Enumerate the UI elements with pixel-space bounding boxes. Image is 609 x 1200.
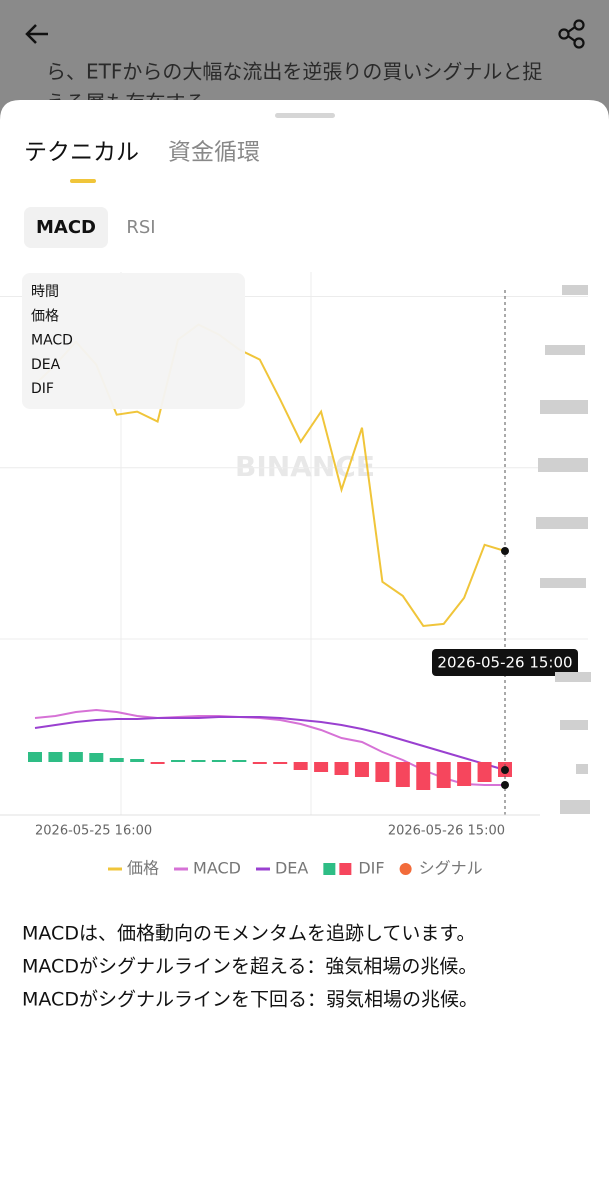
bar: [211, 760, 226, 762]
bar: [436, 762, 451, 788]
legend-swatch: [399, 863, 412, 875]
bar: [130, 759, 145, 762]
tab-indicator: [70, 179, 96, 183]
legend-label: DIF: [358, 859, 384, 878]
drag-handle[interactable]: [275, 113, 335, 118]
bar: [28, 752, 42, 762]
blurred-axis-labels: [536, 285, 591, 814]
bar: [68, 752, 83, 762]
subtab[interactable]: RSI: [126, 217, 155, 238]
tooltip-label: MACD: [31, 333, 73, 349]
bar: [375, 762, 390, 782]
share-button[interactable]: [558, 19, 585, 49]
description-line: MACDは、価格動向のモメンタムを追跡しています。: [22, 923, 476, 945]
bar: [293, 762, 308, 770]
point-marker: [501, 546, 509, 555]
series-line: [34, 716, 506, 771]
watermark: BINANCE: [235, 450, 375, 483]
bar: [48, 752, 63, 762]
description-line: MACDがシグナルラインを超える：強気相場の兆候。: [22, 956, 477, 978]
bar: [477, 762, 492, 782]
tooltip-label: 時間: [31, 284, 59, 300]
bar: [457, 762, 472, 786]
tooltip-label: 価格: [31, 308, 59, 324]
crosshair-label: 2026-05-26 15:00: [437, 654, 572, 672]
tab-active[interactable]: テクニカル: [24, 140, 139, 166]
bar: [171, 760, 186, 762]
bar: [89, 753, 104, 762]
x-tick-label: 2026-05-26 15:00: [388, 824, 505, 839]
bar: [109, 758, 124, 762]
bar: [334, 762, 349, 775]
legend-swatch: [323, 863, 336, 875]
bar: [150, 762, 165, 764]
legend-label: MACD: [193, 859, 241, 878]
bar: [416, 762, 431, 790]
point-marker: [501, 766, 509, 774]
legend-label: 価格: [127, 859, 159, 878]
crosshair-badge: [432, 649, 578, 676]
description-line: MACDがシグナルラインを下回る：弱気相場の兆候。: [22, 989, 478, 1011]
bar: [395, 762, 410, 787]
bar: [252, 762, 267, 764]
subtab-pill[interactable]: [24, 207, 108, 248]
legend: 価格 MACD DEA DIF シグナル: [108, 859, 483, 878]
bar: [314, 762, 329, 772]
background-text: ら、ETFからの大幅な流出を逆張りの買いシグナルと捉: [46, 60, 542, 84]
x-tick-label: 2026-05-25 16:00: [35, 824, 152, 839]
tab[interactable]: 資金循環: [168, 140, 260, 166]
back-button[interactable]: [25, 24, 48, 44]
tooltip-label: DEA: [31, 357, 61, 373]
legend-label: DEA: [275, 859, 308, 878]
legend-swatch: [339, 863, 352, 875]
bar: [354, 762, 369, 777]
bar: [191, 760, 206, 762]
bar: [273, 762, 288, 764]
subtab-active[interactable]: MACD: [36, 217, 96, 238]
point-marker: [501, 781, 509, 789]
bar: [232, 760, 247, 762]
legend-label: シグナル: [419, 859, 483, 878]
tooltip-label: DIF: [31, 381, 54, 397]
